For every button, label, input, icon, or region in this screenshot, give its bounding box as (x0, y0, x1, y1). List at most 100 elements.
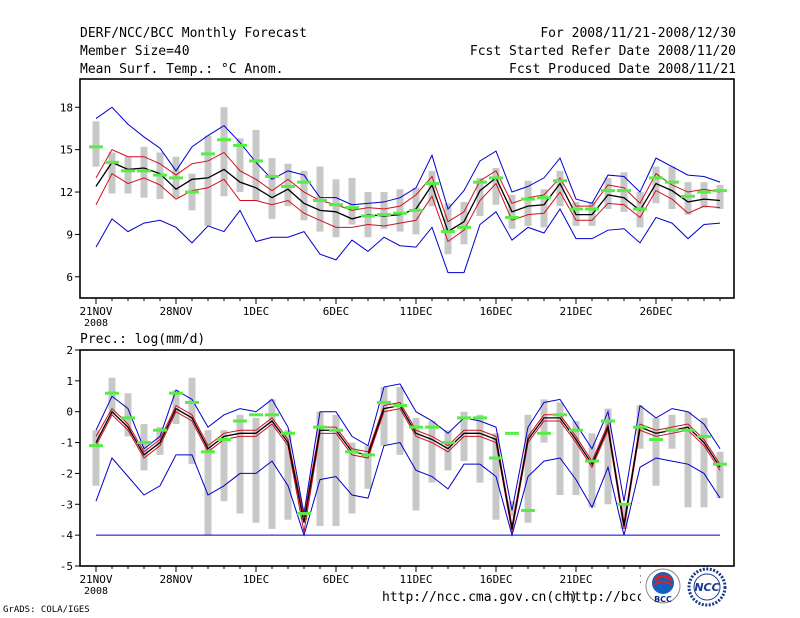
y-tick-label: -2 (60, 467, 73, 480)
median-bar (393, 404, 407, 408)
median-bar (489, 456, 503, 460)
median-bar (697, 190, 711, 194)
median-bar (281, 431, 295, 435)
median-bar (201, 152, 215, 156)
logo-area: BCC NCC (641, 567, 735, 609)
ensemble-box (572, 420, 580, 496)
median-bar (473, 416, 487, 420)
x-tick-label: 1DEC (243, 305, 270, 318)
median-bar (537, 431, 551, 435)
forecast-period: For 2008/11/21-2008/12/30 (540, 26, 736, 41)
median-bar (393, 211, 407, 215)
median-bar (441, 441, 455, 445)
ensemble-box (204, 430, 212, 536)
ensemble-box (348, 442, 356, 514)
x-tick-label: 21DEC (559, 573, 592, 586)
ensemble-box (396, 387, 404, 455)
ensemble-box (492, 168, 500, 205)
x-tick-label: 26DEC (639, 305, 672, 318)
median-bar (137, 441, 151, 445)
ncc-logo-text: NCC (694, 581, 719, 594)
x-year-label: 2008 (84, 586, 108, 597)
median-bar (345, 206, 359, 210)
median-bar (425, 425, 439, 429)
median-bar (601, 419, 615, 423)
median-bar (89, 145, 103, 149)
median-bar (713, 462, 727, 466)
median-bar (665, 180, 679, 184)
bcc-logo-text: BCC (654, 595, 672, 604)
ensemble-box (556, 170, 564, 207)
ensemble-box (268, 158, 276, 219)
ensemble-box (396, 189, 404, 232)
median-bar (521, 197, 535, 201)
median-bar (409, 208, 423, 212)
x-tick-label: 11DEC (399, 573, 432, 586)
median-bar (537, 196, 551, 200)
median-bar (409, 425, 423, 429)
ensemble-box (700, 417, 708, 508)
variable-label: Mean Surf. Temp.: °C Anom. (80, 62, 284, 77)
precipitation-panel: -5 -4 -3 -2 -1 0 1 2 21NOV 28NOV 1DEC 6DEC 11DEC 16DE… (60, 332, 735, 597)
ensemble-box (524, 414, 532, 523)
median-bar (457, 225, 471, 229)
median-bar (569, 207, 583, 211)
median-bar (105, 160, 119, 164)
median-bar (617, 502, 631, 506)
ensemble-box (604, 177, 612, 209)
ensemble-box (364, 445, 372, 489)
ensemble-box (652, 417, 660, 486)
x-tick-label: 28NOV (159, 573, 192, 586)
ensemble-box (268, 399, 276, 529)
ensemble-box (428, 420, 436, 483)
ensemble-box (92, 121, 100, 167)
ensemble-box (108, 152, 116, 194)
x-tick-label: 1DEC (243, 573, 270, 586)
ensemble-box (524, 180, 532, 226)
ensemble-box (332, 414, 340, 526)
y-tick-label: 12 (60, 186, 73, 199)
median-bar (553, 413, 567, 417)
median-bar (121, 416, 135, 420)
ensemble-box (652, 166, 660, 204)
median-bar (233, 143, 247, 147)
ensemble-box (156, 427, 164, 455)
y-tick-label: 0 (66, 406, 73, 419)
y-tick-label: -4 (60, 529, 74, 542)
ensemble-box (604, 408, 612, 505)
y-tick-label: 15 (60, 144, 73, 157)
ensemble-box (428, 170, 436, 207)
ensemble-box (476, 177, 484, 217)
ensemble-box (124, 156, 132, 194)
series-min-line (95, 442, 721, 538)
ensemble-box (716, 451, 724, 499)
produced-date: Fcst Produced Date 2008/11/21 (509, 62, 736, 77)
series-mean-plus-line (95, 149, 721, 223)
series-mean-line (95, 161, 721, 233)
bcc-url[interactable]: http://bcc. (566, 590, 653, 605)
median-bar (265, 413, 279, 417)
median-bar (105, 391, 119, 395)
median-bar (601, 189, 615, 193)
y-tick-label: -5 (60, 560, 73, 573)
plot-frame (79, 78, 735, 299)
median-bar (697, 434, 711, 438)
series-mean-line (95, 404, 721, 530)
median-bar (329, 428, 343, 432)
x-tick-label: 16DEC (479, 573, 512, 586)
median-bar (505, 215, 519, 219)
ensemble-box (92, 430, 100, 486)
median-bar (281, 184, 295, 188)
median-bar (137, 169, 151, 173)
ensemble-box (236, 138, 244, 193)
median-bar (585, 459, 599, 463)
bcc-logo: BCC (645, 568, 681, 604)
ncc-url[interactable]: http://ncc.cma.gov.cn(ch) (382, 590, 578, 605)
ensemble-box (316, 411, 324, 526)
ensemble-box (252, 417, 260, 523)
median-bar (425, 182, 439, 186)
median-bar (585, 207, 599, 211)
x-tick-label: 21NOV (79, 573, 112, 586)
median-bar (569, 428, 583, 432)
